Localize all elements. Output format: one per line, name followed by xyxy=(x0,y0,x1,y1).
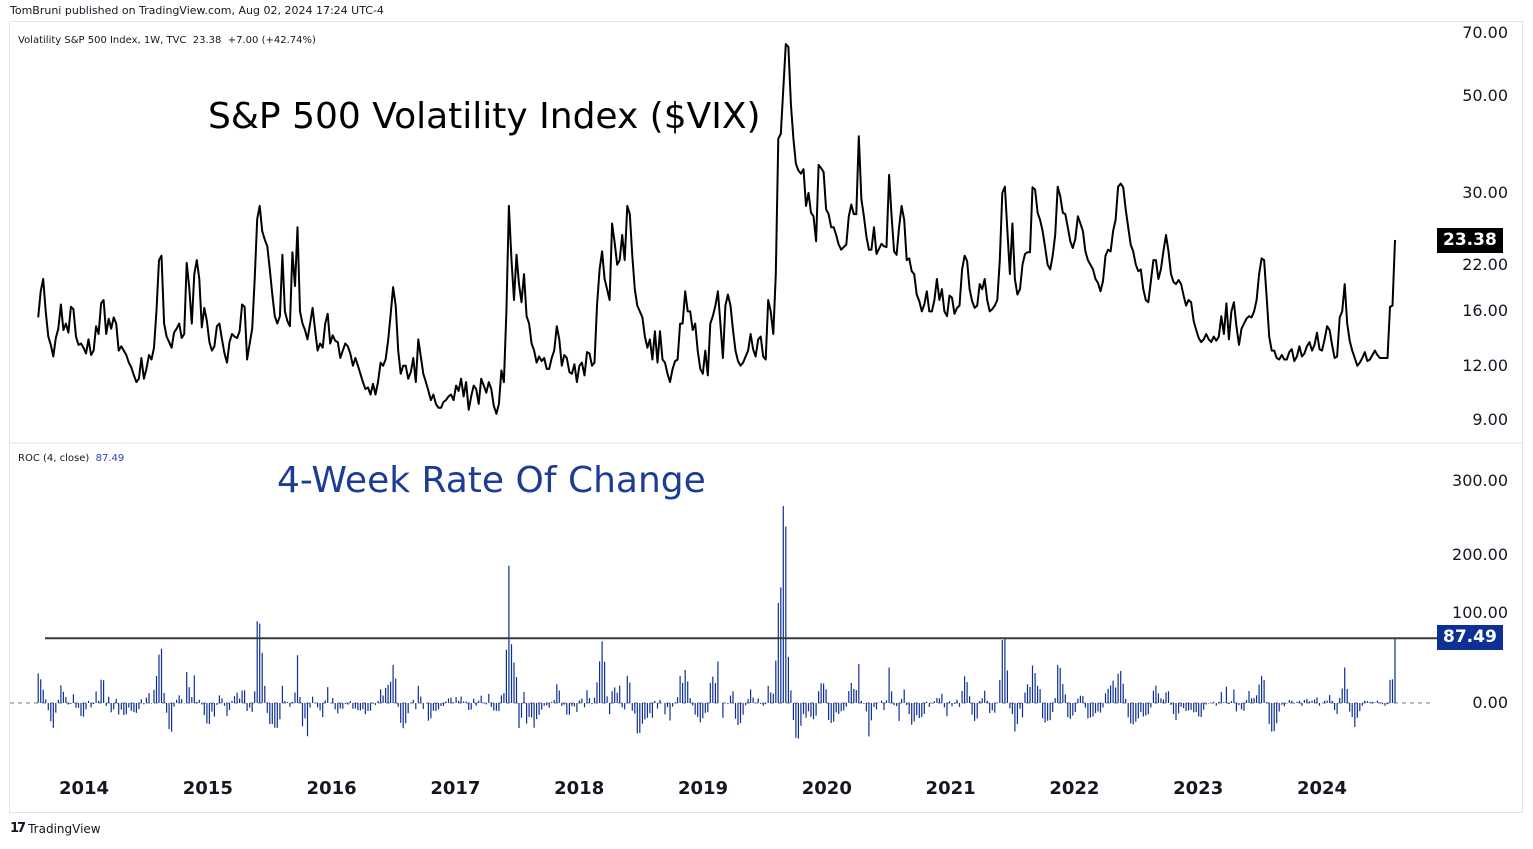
x-tick-year: 2015 xyxy=(182,778,233,799)
roc-annotation: 4-Week Rate Of Change xyxy=(277,460,706,501)
footer: 17 TradingView xyxy=(10,821,101,837)
main-legend-text: Volatility S&P 500 Index, 1W, TVC 23.38 … xyxy=(18,35,316,46)
vix-line xyxy=(37,43,1396,415)
x-tick-year: 2014 xyxy=(58,778,110,799)
x-tick-year: 2017 xyxy=(430,778,481,799)
roc-y-tick: 100.00 xyxy=(1452,603,1508,623)
tradingview-brand: TradingView xyxy=(28,822,101,836)
x-tick-year: 2019 xyxy=(677,778,729,799)
pane-separator[interactable] xyxy=(10,442,1522,444)
roc-legend-value: 87.49 xyxy=(95,453,125,464)
vix-annotation: S&P 500 Volatility Index ($VIX) xyxy=(208,96,761,137)
main-legend: Volatility S&P 500 Index, 1W, TVC 23.38 … xyxy=(18,35,316,47)
x-tick-year: 2020 xyxy=(801,778,852,799)
main-y-tick: 50.00 xyxy=(1462,86,1508,106)
x-tick-year: 2024 xyxy=(1296,778,1348,799)
main-y-tick: 22.00 xyxy=(1462,254,1508,274)
x-tick-year: 2023 xyxy=(1173,778,1224,799)
roc-y-tick: 200.00 xyxy=(1452,545,1508,564)
roc-y-tick: 300.00 xyxy=(1452,471,1508,490)
x-tick-year: 2018 xyxy=(554,778,605,799)
roc-legend-label: ROC (4, close) xyxy=(18,453,90,464)
tradingview-logo-icon: 17 xyxy=(10,821,26,836)
main-y-tick: 30.00 xyxy=(1462,182,1508,202)
roc-last-value-label: 87.49 xyxy=(1437,625,1503,651)
roc-legend: ROC (4, close) 87.49 xyxy=(18,453,124,465)
main-y-tick: 70.00 xyxy=(1462,23,1508,42)
x-tick-year: 2021 xyxy=(925,778,976,799)
vix-last-price-label: 23.38 xyxy=(1437,227,1503,253)
x-tick-year: 2022 xyxy=(1049,778,1100,799)
main-y-tick: 12.00 xyxy=(1462,355,1508,375)
roc-y-tick: 0.00 xyxy=(1472,693,1508,712)
main-y-tick: 9.00 xyxy=(1472,410,1508,429)
x-tick-year: 2016 xyxy=(306,778,357,799)
published-line: TomBruni published on TradingView.com, A… xyxy=(10,4,384,17)
chart-frame xyxy=(9,21,1523,813)
main-y-tick: 16.00 xyxy=(1462,301,1508,321)
